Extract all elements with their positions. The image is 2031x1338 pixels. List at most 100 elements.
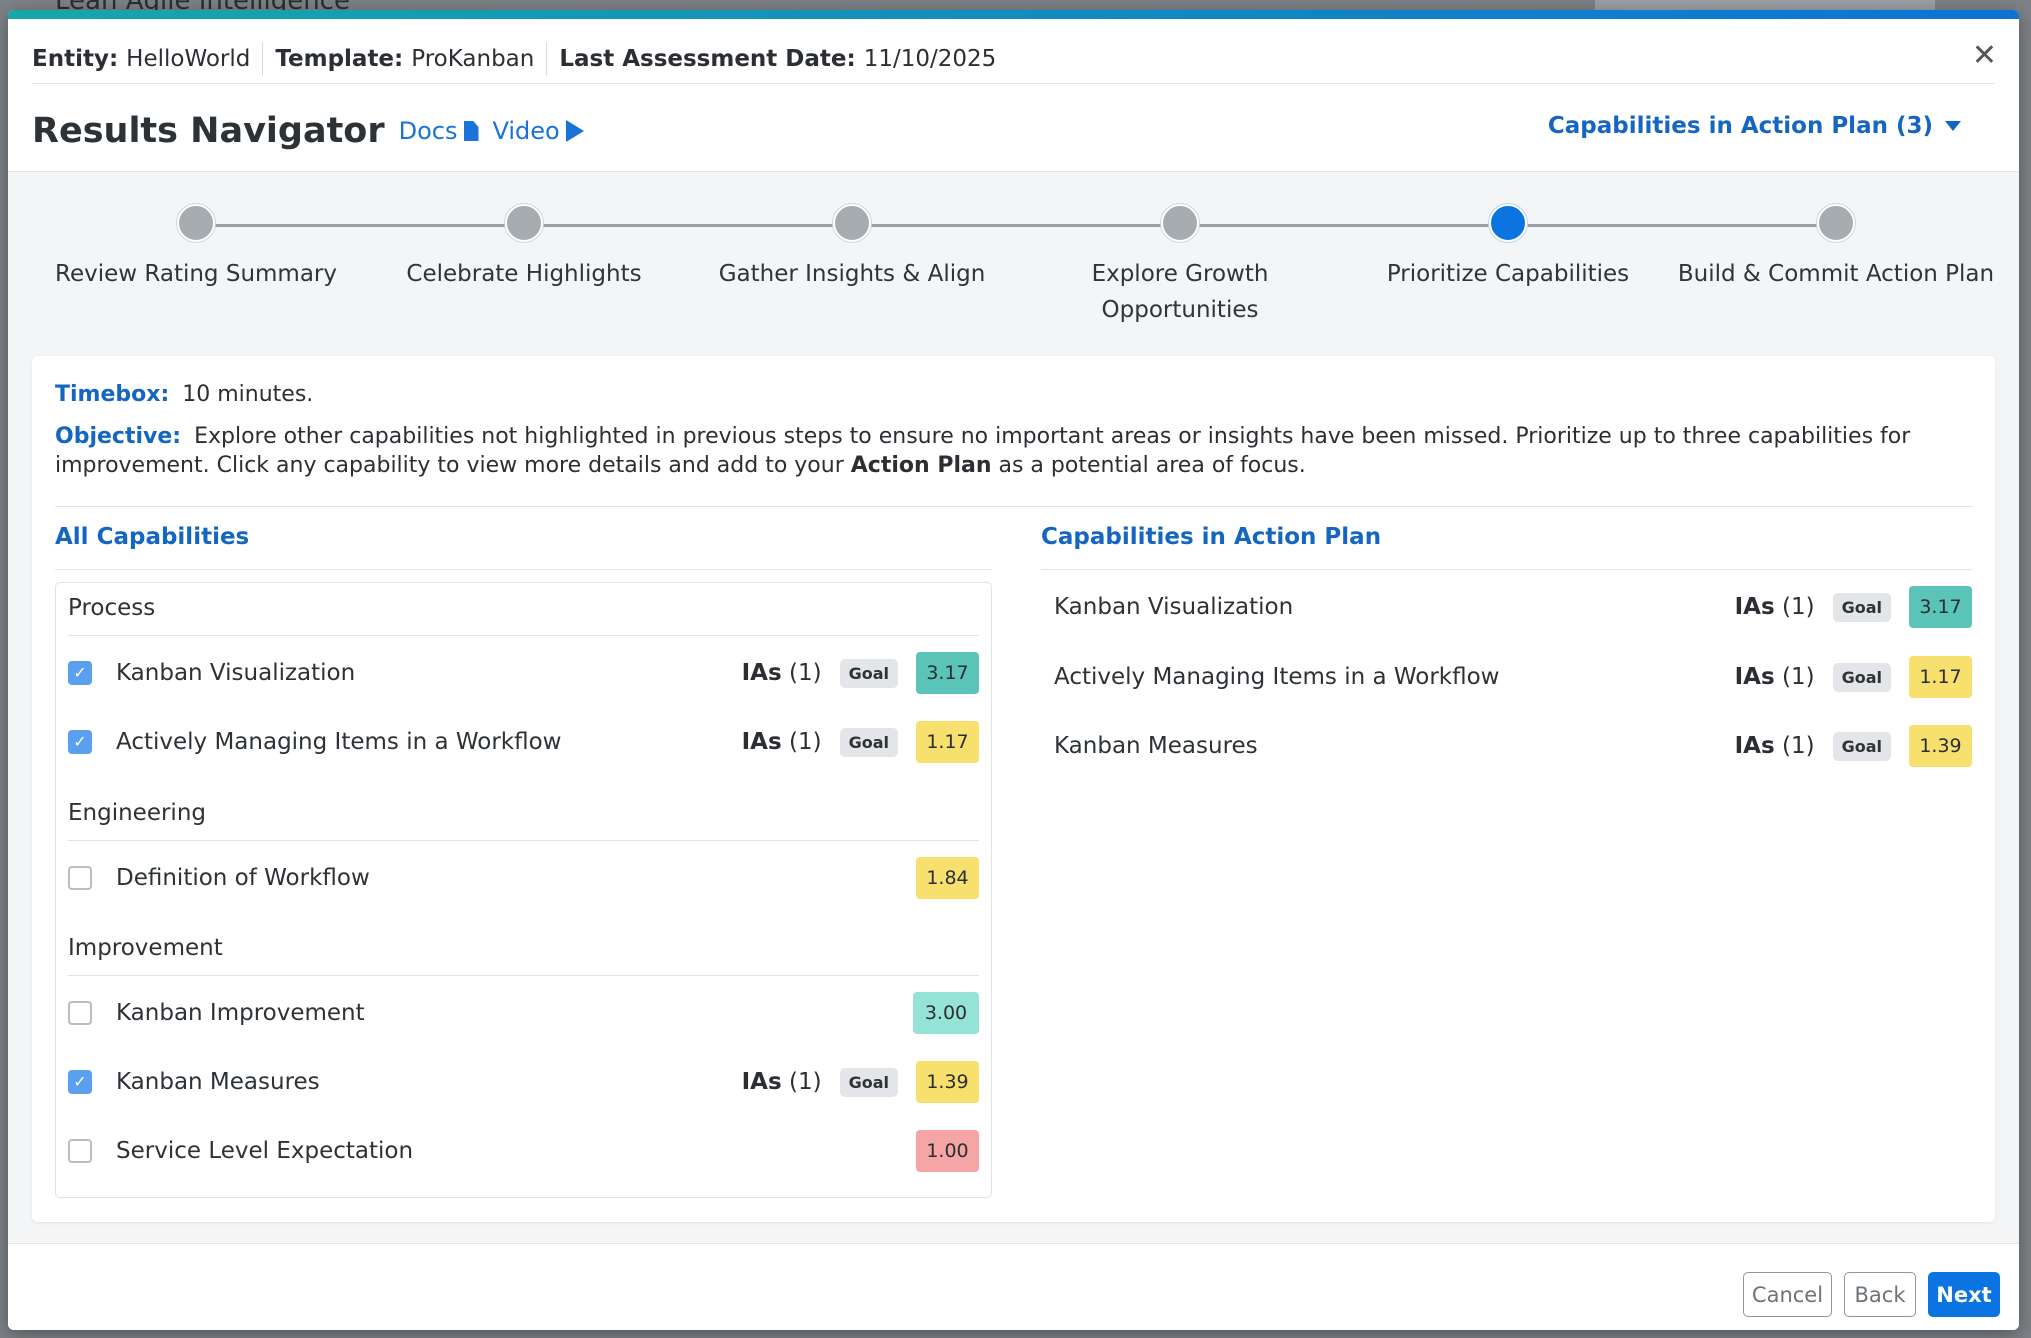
capability-name: Kanban Visualization xyxy=(116,660,356,686)
video-link[interactable]: Video xyxy=(493,117,584,145)
timebox-value: 10 minutes. xyxy=(182,382,314,407)
column-rule xyxy=(1041,569,1972,570)
ias-label: IAs xyxy=(1734,594,1775,620)
all-capabilities-title: All Capabilities xyxy=(55,524,250,550)
ias-count: IAs (1) xyxy=(742,729,822,755)
capability-checkbox[interactable] xyxy=(68,1139,92,1163)
ias-value: (1) xyxy=(1782,594,1815,620)
step-label: Celebrate Highlights xyxy=(406,261,642,287)
modal-accent-bar xyxy=(8,10,2019,19)
timebox-label: Timebox: xyxy=(55,382,170,407)
capability-row-service-level-expectation[interactable]: Service Level Expectation 1.00 xyxy=(68,1126,979,1176)
meta-template: Template: ProKanban xyxy=(263,41,548,76)
step-build-action-plan[interactable]: Build & Commit Action Plan xyxy=(1676,204,1996,292)
capability-name: Actively Managing Items in a Workflow xyxy=(116,729,562,755)
capability-name: Kanban Visualization xyxy=(1054,594,1294,620)
ias-value: (1) xyxy=(1782,733,1815,759)
group-improvement: Improvement xyxy=(68,935,223,961)
docs-link-label: Docs xyxy=(398,117,458,145)
step-dot xyxy=(1817,204,1855,242)
ias-label: IAs xyxy=(741,729,782,755)
step-dot xyxy=(1161,204,1199,242)
capability-checkbox[interactable] xyxy=(68,661,92,685)
capability-row-kanban-measures[interactable]: Kanban Measures IAs (1) Goal 1.39 xyxy=(68,1057,979,1107)
score-badge: 1.39 xyxy=(916,1061,979,1103)
score-badge: 3.00 xyxy=(913,992,979,1034)
step-dot xyxy=(505,204,543,242)
goal-badge: Goal xyxy=(839,727,898,757)
step-prioritize-capabilities[interactable]: Prioritize Capabilities xyxy=(1348,204,1668,292)
step-dot xyxy=(177,204,215,242)
score-badge: 1.00 xyxy=(916,1130,979,1172)
capability-checkbox[interactable] xyxy=(68,1070,92,1094)
ias-count: IAs (1) xyxy=(1735,733,1815,759)
group-process: Process xyxy=(68,595,156,621)
stepper-line xyxy=(196,224,1836,227)
capability-row-kanban-improvement[interactable]: Kanban Improvement 3.00 xyxy=(68,988,979,1038)
meta-entity-value: HelloWorld xyxy=(126,45,251,72)
capability-name: Actively Managing Items in a Workflow xyxy=(1054,664,1500,690)
ias-value: (1) xyxy=(789,729,822,755)
capability-row-kanban-visualization[interactable]: Kanban Visualization IAs (1) Goal 3.17 xyxy=(68,648,979,698)
score-badge: 3.17 xyxy=(1909,586,1972,628)
results-navigator-modal: Entity: HelloWorld Template: ProKanban L… xyxy=(8,10,2019,1330)
score-badge: 1.17 xyxy=(916,721,979,763)
objective: Objective: Explore other capabilities no… xyxy=(55,422,1935,480)
action-plan-dropdown[interactable]: Capabilities in Action Plan (3) xyxy=(1548,113,1961,139)
goal-badge: Goal xyxy=(839,658,898,688)
meta-assessment-date: Last Assessment Date: 11/10/2025 xyxy=(547,42,1008,76)
group-rule xyxy=(68,975,979,976)
docs-link[interactable]: Docs xyxy=(399,117,479,145)
objective-text-end: as a potential area of focus. xyxy=(998,453,1306,478)
meta-template-label: Template: xyxy=(275,45,404,72)
back-button[interactable]: Back xyxy=(1844,1272,1916,1317)
ias-count: IAs (1) xyxy=(742,660,822,686)
header: Results Navigator Docs Video xyxy=(32,100,1992,162)
page-title: Results Navigator xyxy=(32,111,385,151)
goal-badge: Goal xyxy=(1832,731,1891,761)
goal-badge: Goal xyxy=(1832,662,1891,692)
score-badge: 3.17 xyxy=(916,652,979,694)
meta-entity-label: Entity: xyxy=(32,45,119,72)
capability-checkbox[interactable] xyxy=(68,866,92,890)
next-button[interactable]: Next xyxy=(1928,1272,2000,1317)
capability-row-definition-of-workflow[interactable]: Definition of Workflow 1.84 xyxy=(68,853,979,903)
step-label: Review Rating Summary xyxy=(55,261,337,287)
goal-badge: Goal xyxy=(1832,592,1891,622)
stepper: Review Rating Summary Celebrate Highligh… xyxy=(8,172,2019,347)
group-rule xyxy=(68,840,979,841)
ias-label: IAs xyxy=(741,1069,782,1095)
meta-entity: Entity: HelloWorld xyxy=(32,41,264,76)
group-rule xyxy=(68,635,979,636)
document-icon xyxy=(463,121,479,141)
action-plan-dropdown-label: Capabilities in Action Plan (3) xyxy=(1547,113,1933,139)
objective-text: Explore other capabilities not highlight… xyxy=(55,424,1911,478)
ias-label: IAs xyxy=(1734,733,1775,759)
capability-checkbox[interactable] xyxy=(68,1001,92,1025)
step-celebrate-highlights[interactable]: Celebrate Highlights xyxy=(364,204,684,292)
capability-row-actively-managing[interactable]: Actively Managing Items in a Workflow IA… xyxy=(68,717,979,767)
close-icon[interactable]: ✕ xyxy=(1971,38,1997,73)
step-explore-growth[interactable]: Explore Growth Opportunities xyxy=(1020,204,1340,328)
plan-row-kanban-measures[interactable]: Kanban Measures IAs (1) Goal 1.39 xyxy=(1041,717,1972,775)
modal-footer: Cancel Back Next xyxy=(8,1243,2019,1330)
score-badge: 1.17 xyxy=(1909,656,1972,698)
plan-row-kanban-visualization[interactable]: Kanban Visualization IAs (1) Goal 3.17 xyxy=(1041,578,1972,636)
step-gather-insights[interactable]: Gather Insights & Align xyxy=(692,204,1012,292)
capability-name: Kanban Measures xyxy=(1054,733,1258,759)
step-label: Gather Insights & Align xyxy=(718,261,986,287)
meta-assessment-label: Last Assessment Date: xyxy=(559,45,856,72)
caret-down-icon xyxy=(1945,121,1961,131)
all-capabilities-list: Process Kanban Visualization IAs (1) Goa… xyxy=(55,582,992,1198)
plan-row-actively-managing[interactable]: Actively Managing Items in a Workflow IA… xyxy=(1041,648,1972,706)
capability-checkbox[interactable] xyxy=(68,730,92,754)
cancel-button[interactable]: Cancel xyxy=(1743,1272,1832,1317)
assessment-meta: Entity: HelloWorld Template: ProKanban L… xyxy=(32,34,1995,84)
step-review-rating-summary[interactable]: Review Rating Summary xyxy=(36,204,356,292)
meta-template-value: ProKanban xyxy=(411,45,535,72)
capability-name: Service Level Expectation xyxy=(116,1138,414,1164)
timebox: Timebox: 10 minutes. xyxy=(55,382,313,407)
capability-name: Kanban Measures xyxy=(116,1069,320,1095)
content-card: Timebox: 10 minutes. Objective: Explore … xyxy=(32,356,1995,1222)
step-label: Prioritize Capabilities xyxy=(1386,261,1630,287)
